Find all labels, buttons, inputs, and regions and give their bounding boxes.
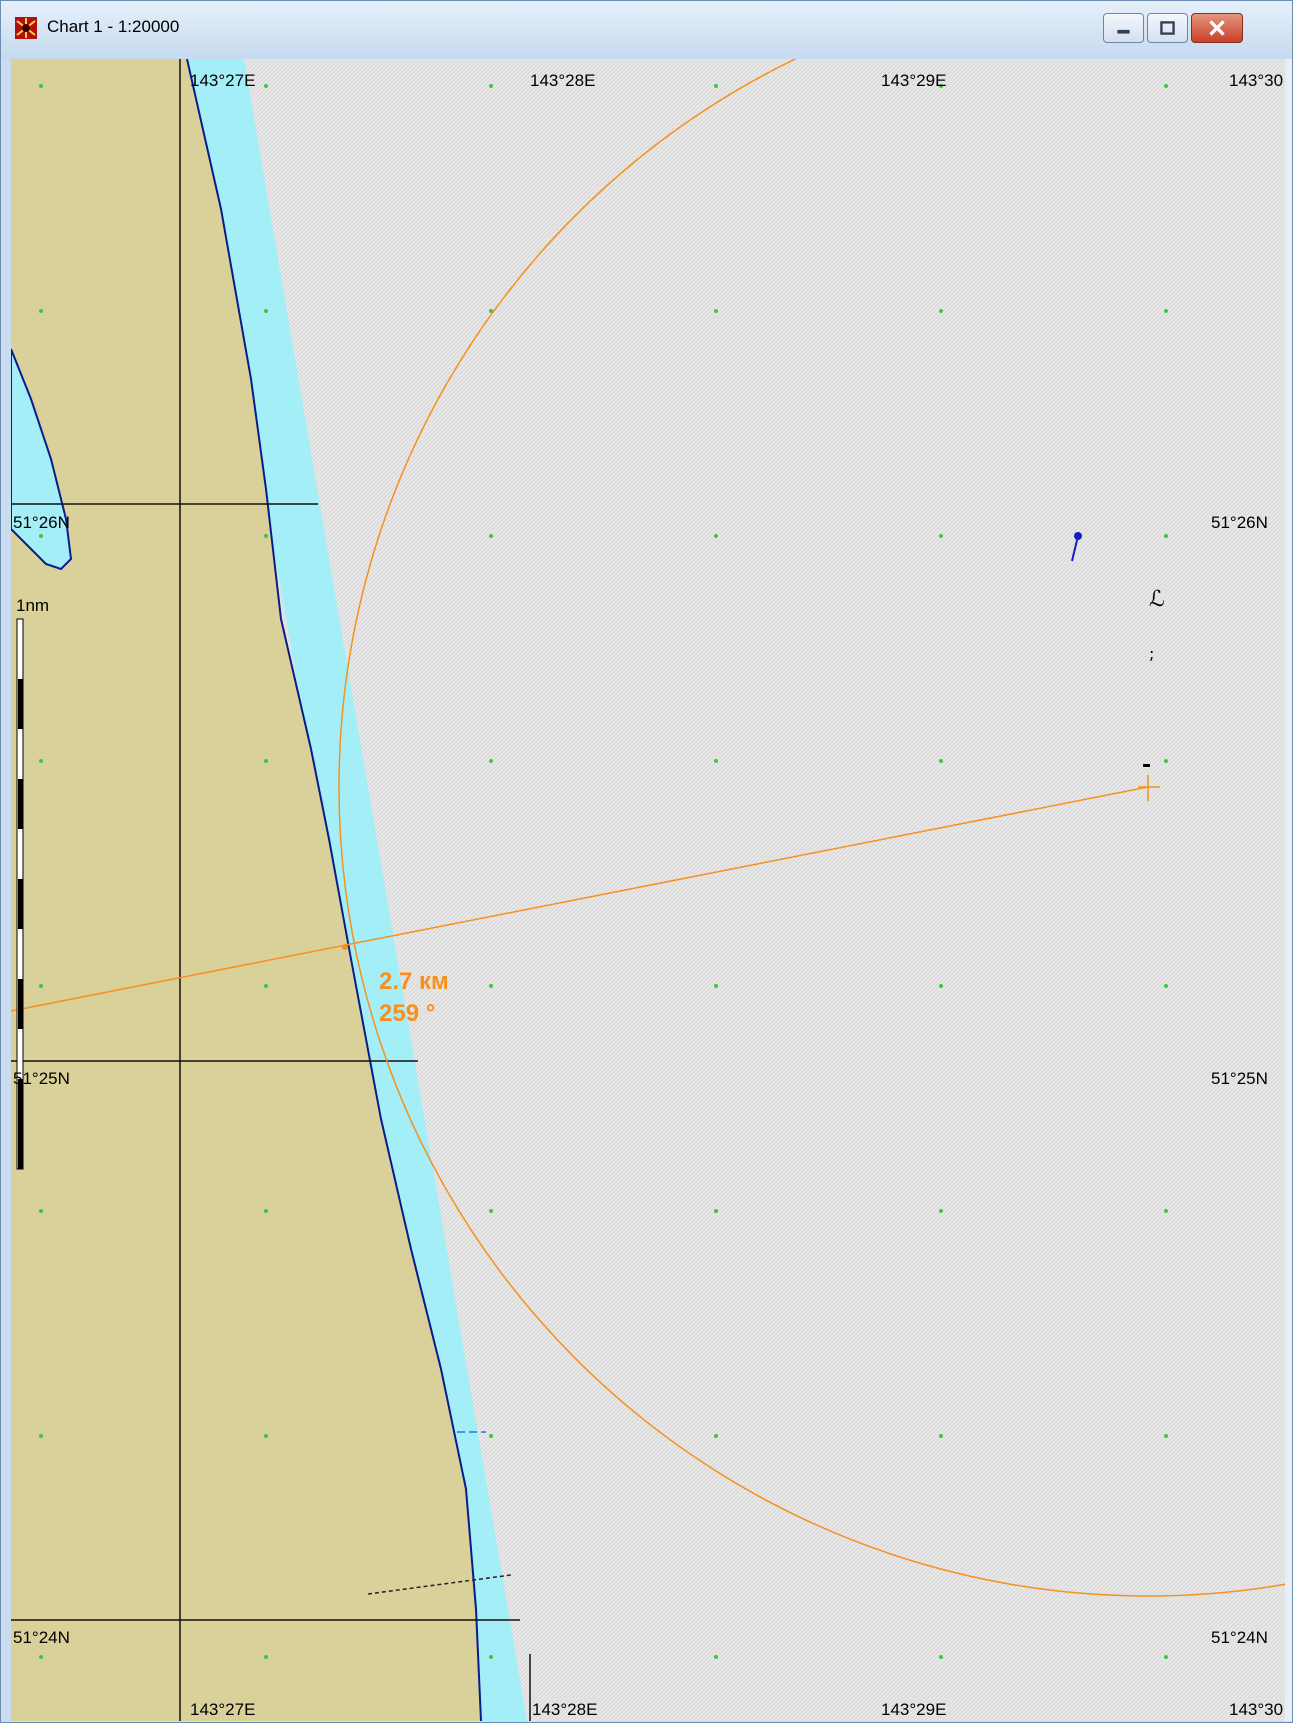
longitude-label-bottom: 143°30 [1229,1700,1283,1719]
range-circle [338,59,1285,1597]
latitude-label-left: 51°26N [13,513,70,532]
minimize-icon [1117,29,1130,34]
buoy-pole [1071,535,1079,562]
longitude-label-bottom: 143°29E [881,1700,946,1719]
latitude-label-right: 51°26N [1211,513,1268,532]
measure-bearing: 259 ° [379,1000,435,1027]
rock-symbol-small: ; [1149,644,1154,663]
grid-dots [39,84,1168,1659]
longitude-label-top: 143°28E [530,71,595,90]
latitude-label-left: 51°24N [13,1628,70,1647]
land-area [11,59,481,1721]
longitude-label-top: 143°30 [1229,71,1283,90]
coastline [186,59,482,1721]
inlet-area [11,348,73,571]
close-button[interactable] [1191,13,1243,43]
window-title: Chart 1 - 1:20000 [47,17,180,36]
bearing-origin-marker[interactable] [342,944,348,950]
dashed-cable-line [367,1574,512,1595]
measure-distance: 2.7 км [379,968,449,995]
longitude-label-top: 143°27E [190,71,255,90]
rock-symbol: ℒ [1149,587,1165,612]
maximize-button[interactable] [1147,13,1188,43]
maximize-icon [1160,21,1175,35]
scale-bar [16,618,24,1170]
longitude-label-top: 143°29E [881,71,946,90]
app-chart-icon [15,17,37,39]
buoy-icon [1074,532,1082,540]
nautical-chart[interactable]: ℒ ; 1nm 143°27E 143°28E 143°29E 143°30 1… [11,59,1285,1721]
close-icon [1209,20,1225,36]
longitude-label-bottom: 143°28E [532,1700,597,1719]
measure-target-marker[interactable] [1138,775,1160,801]
latitude-label-left: 51°25N [13,1069,70,1088]
latitude-label-right: 51°25N [1211,1069,1268,1088]
minimize-button[interactable] [1103,13,1144,43]
vertical-scrollbar[interactable] [1285,59,1292,1721]
bearing-line [11,786,1149,1012]
longitude-label-bottom: 143°27E [190,1700,255,1719]
title-bar[interactable]: Chart 1 - 1:20000 [1,1,1292,59]
latitude-label-right: 51°24N [1211,1628,1268,1647]
scale-bar-label: 1nm [16,596,49,615]
shallow-water-area [187,59,527,1721]
rock-mark [1143,764,1150,767]
